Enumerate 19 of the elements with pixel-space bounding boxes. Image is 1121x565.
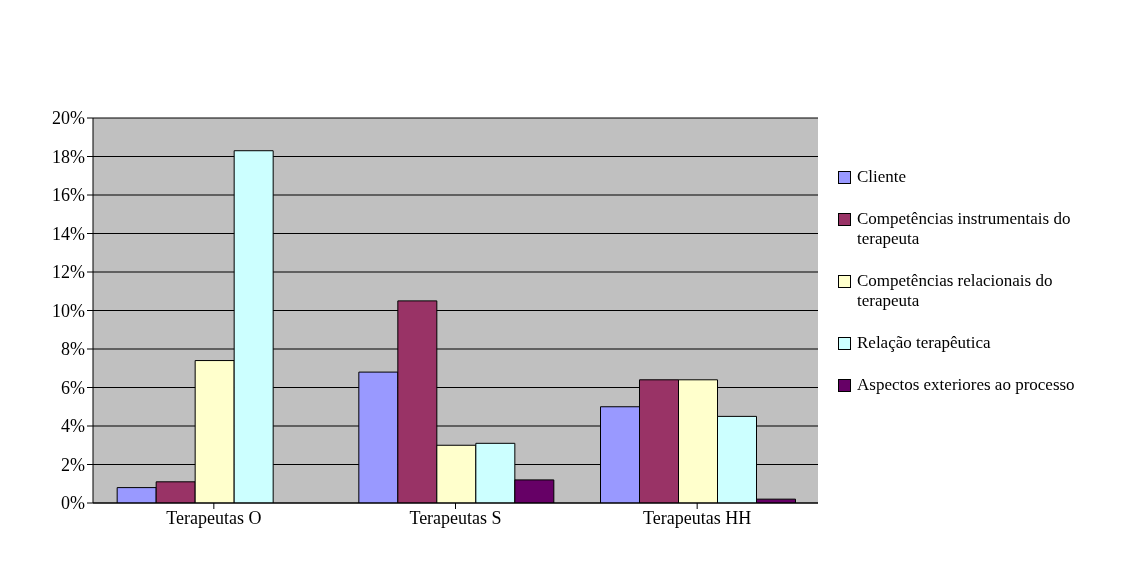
y-tick-label: 18% — [52, 146, 85, 167]
legend-label: Competências instrumentais do terapeuta — [857, 208, 1072, 249]
legend-label: Competências relacionais do terapeuta — [857, 270, 1054, 311]
y-tick-label: 10% — [52, 300, 85, 321]
y-tick-label: 2% — [61, 454, 85, 475]
x-tick-label: Terapeutas S — [409, 507, 502, 528]
y-tick-label: 12% — [52, 262, 85, 283]
legend-label: Relação terapêutica — [857, 332, 991, 353]
legend-label: Cliente — [857, 166, 907, 187]
y-tick-label: 16% — [52, 185, 85, 206]
legend-label: Aspectos exteriores ao processo — [857, 374, 1075, 395]
y-tick-label: 20% — [52, 108, 85, 129]
y-tick-label: 4% — [61, 416, 85, 437]
y-tick-label: 14% — [52, 223, 85, 244]
y-tick-label: 6% — [61, 377, 85, 398]
x-tick-label: Terapeutas O — [166, 507, 262, 528]
y-tick-label: 0% — [61, 493, 85, 514]
y-tick-label: 8% — [61, 339, 85, 360]
x-tick-label: Terapeutas HH — [643, 507, 752, 528]
